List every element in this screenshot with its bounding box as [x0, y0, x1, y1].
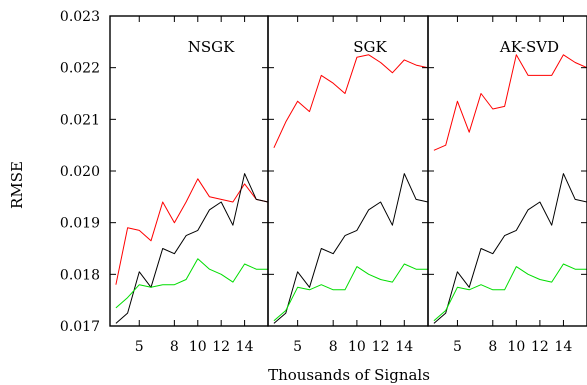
x-tick-label: 12	[531, 339, 549, 355]
y-axis-label: RMSE	[8, 161, 26, 209]
y-tick-label: 0.021	[60, 112, 100, 128]
panel-2: 5 8 10 12 14 SGK	[267, 15, 429, 355]
x-axis-label: Thousands of Signals	[268, 366, 430, 384]
series-line-1	[273, 54, 429, 149]
x-tick-label: 8	[488, 339, 497, 355]
series-line-3	[433, 263, 587, 322]
x-tick-label: 10	[189, 339, 207, 355]
series-line-2	[273, 173, 429, 324]
series-line-2	[115, 173, 269, 324]
panels: 5 8 10 12 14 NSGK 5 8 10 12 14 SGK 5 8 10 12 14 AK-SVD	[109, 15, 587, 355]
y-tick-label: 0.019	[60, 216, 100, 232]
x-tick-label: 12	[372, 339, 390, 355]
x-tick-label: 5	[135, 339, 144, 355]
x-tick-label: 8	[329, 339, 338, 355]
x-tick-label: 5	[453, 339, 462, 355]
y-tick-label: 0.022	[60, 61, 100, 77]
series-line-3	[115, 258, 268, 309]
y-tick-label: 0.018	[60, 267, 100, 283]
x-tick-label: 14	[555, 339, 573, 355]
panel-1: 5 8 10 12 14 NSGK	[109, 15, 269, 355]
y-tick-label: 0.023	[60, 9, 100, 25]
x-tick-label: 12	[212, 339, 230, 355]
panel-title: NSGK	[188, 38, 235, 56]
x-tick-label: 10	[348, 339, 366, 355]
panel-frame	[109, 15, 269, 327]
panel-title: SGK	[353, 38, 387, 56]
y-tick-labels: 0.017 0.018 0.019 0.020 0.021 0.022 0.023	[60, 9, 100, 335]
x-tick-label: 14	[236, 339, 254, 355]
panel-frame	[267, 15, 429, 327]
panel-frame	[427, 15, 587, 327]
x-tick-label: 10	[507, 339, 525, 355]
series-line-3	[273, 263, 428, 322]
x-tick-label: 5	[293, 339, 302, 355]
y-tick-label: 0.020	[60, 164, 100, 180]
x-tick-label: 14	[395, 339, 413, 355]
series-line-1	[433, 54, 587, 151]
x-tick-label: 8	[170, 339, 179, 355]
y-tick-label: 0.017	[60, 319, 100, 335]
panel-3: 5 8 10 12 14 AK-SVD	[427, 15, 587, 355]
panel-title: AK-SVD	[499, 38, 559, 56]
series-line-1	[115, 178, 269, 285]
series-line-2	[433, 173, 587, 324]
